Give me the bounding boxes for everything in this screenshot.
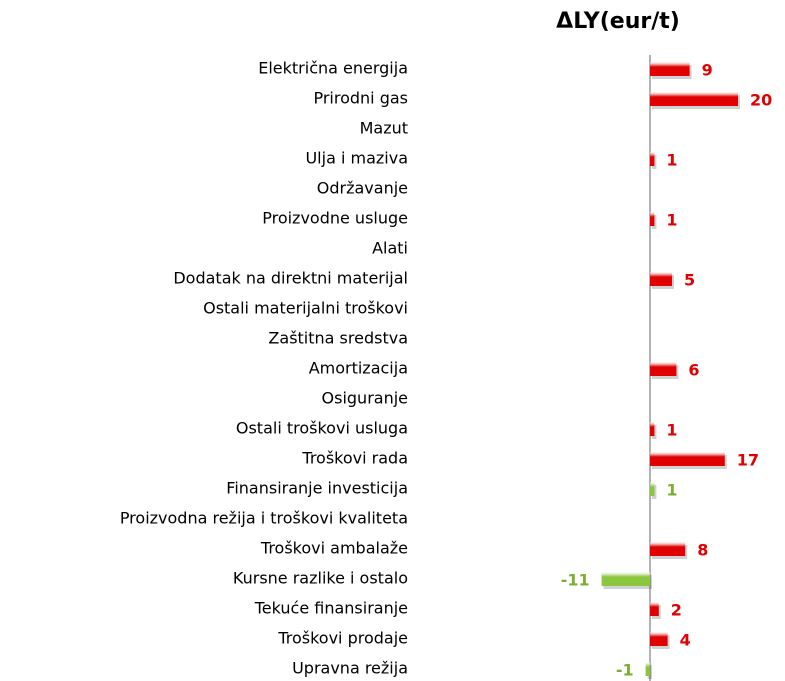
category-label: Osiguranje xyxy=(322,389,408,408)
category-label: Električna energija xyxy=(258,59,408,78)
category-label: Troškovi prodaje xyxy=(277,629,408,648)
category-label: Dodatak na direktni materijal xyxy=(173,269,408,288)
category-label: Tekuće finansiranje xyxy=(254,599,408,618)
chart-title: ΔLY(eur/t) xyxy=(556,9,680,34)
bar xyxy=(650,92,738,106)
category-label: Alati xyxy=(372,239,408,258)
value-label: -1 xyxy=(616,661,634,680)
bar xyxy=(650,632,668,646)
bar xyxy=(650,482,655,496)
bar xyxy=(650,272,672,286)
category-label: Troškovi rada xyxy=(301,449,408,468)
value-label: 5 xyxy=(684,271,695,290)
value-label: 17 xyxy=(737,451,759,470)
bar xyxy=(650,422,655,436)
category-label: Zaštitna sredstva xyxy=(268,329,408,348)
value-label: 1 xyxy=(666,151,677,170)
category-label: Upravna režija xyxy=(292,659,408,678)
category-label: Ostali materijalni troškovi xyxy=(203,299,408,318)
value-label: 1 xyxy=(666,421,677,440)
bar xyxy=(650,362,677,376)
value-label: -11 xyxy=(561,571,590,590)
bar xyxy=(650,542,686,556)
value-label: 9 xyxy=(702,61,713,80)
bar xyxy=(650,452,725,466)
value-label: 2 xyxy=(671,601,682,620)
bar xyxy=(650,602,659,616)
bar xyxy=(650,212,655,226)
category-label: Finansiranje investicija xyxy=(226,479,408,498)
value-label: 6 xyxy=(688,361,699,380)
category-label: Kursne razlike i ostalo xyxy=(233,569,408,588)
category-label: Proizvodna režija i troškovi kvaliteta xyxy=(120,509,408,528)
value-label: 1 xyxy=(666,211,677,230)
value-label: 8 xyxy=(697,541,708,560)
category-label: Održavanje xyxy=(317,179,408,198)
category-label: Amortizacija xyxy=(309,359,408,378)
bar xyxy=(650,62,690,76)
category-label: Ulja i maziva xyxy=(305,149,408,168)
value-label: 1 xyxy=(666,481,677,500)
value-label: 4 xyxy=(680,631,691,650)
bar xyxy=(645,662,650,676)
category-label: Mazut xyxy=(360,119,408,138)
value-label: 20 xyxy=(750,91,772,110)
category-label: Ostali troškovi usluga xyxy=(236,419,408,438)
category-label: Prirodni gas xyxy=(313,89,408,108)
category-label: Proizvodne usluge xyxy=(262,209,408,228)
bar xyxy=(601,572,650,586)
category-label: Troškovi ambalaže xyxy=(260,539,408,558)
bar xyxy=(650,152,655,166)
